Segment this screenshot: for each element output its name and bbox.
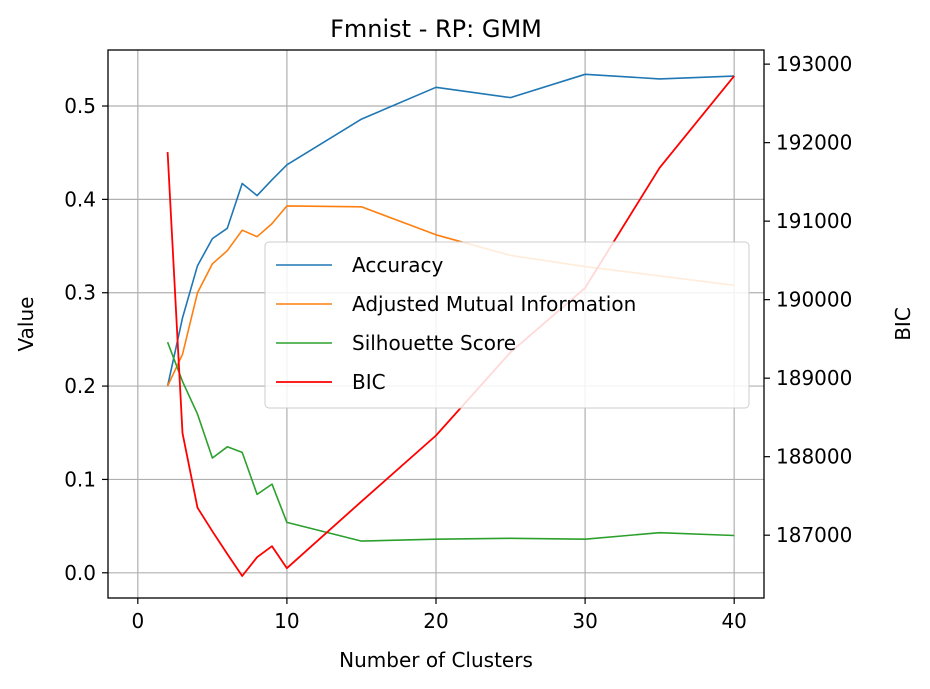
legend-label: Accuracy — [352, 253, 443, 277]
x-tick-label: 30 — [572, 609, 597, 633]
y2-tick-label: 187000 — [776, 523, 852, 547]
x-tick-label: 10 — [274, 609, 299, 633]
series-line-accuracy — [166, 73, 735, 387]
y2-tick-label: 189000 — [776, 366, 852, 390]
y-axis-label: Value — [14, 297, 38, 352]
x-tick-label: 20 — [423, 609, 448, 633]
legend-label: Adjusted Mutual Information — [352, 292, 636, 316]
y2-tick-label: 190000 — [776, 288, 852, 312]
legend-label: BIC — [352, 370, 386, 394]
legend-box — [264, 241, 750, 409]
y2-tick-label: 191000 — [776, 209, 852, 233]
x-axis-label: Number of Clusters — [339, 648, 533, 672]
y-tick-label: 0.1 — [64, 467, 96, 491]
ticks: 0 10 20 30 40 0.0 0.1 0.2 0.3 0.4 0.5 187000 188000 1… — [64, 52, 852, 633]
y-tick-label: 0.2 — [64, 374, 96, 398]
y-tick-label: 0.3 — [64, 281, 96, 305]
series-line-silhouette-score — [166, 341, 735, 542]
y2-axis-label: BIC — [891, 307, 915, 341]
y-tick-label: 0.0 — [64, 561, 96, 585]
chart-title: Fmnist - RP: GMM — [330, 15, 542, 43]
x-tick-label: 0 — [131, 609, 144, 633]
y-tick-label: 0.5 — [64, 94, 96, 118]
y-tick-label: 0.4 — [64, 187, 96, 211]
legend-label: Silhouette Score — [352, 331, 516, 355]
y2-tick-label: 188000 — [776, 445, 852, 469]
legend: Accuracy Adjusted Mutual Information Silho… — [264, 241, 750, 409]
y2-tick-label: 192000 — [776, 131, 852, 155]
y2-tick-label: 193000 — [776, 52, 852, 76]
x-tick-label: 40 — [721, 609, 746, 633]
